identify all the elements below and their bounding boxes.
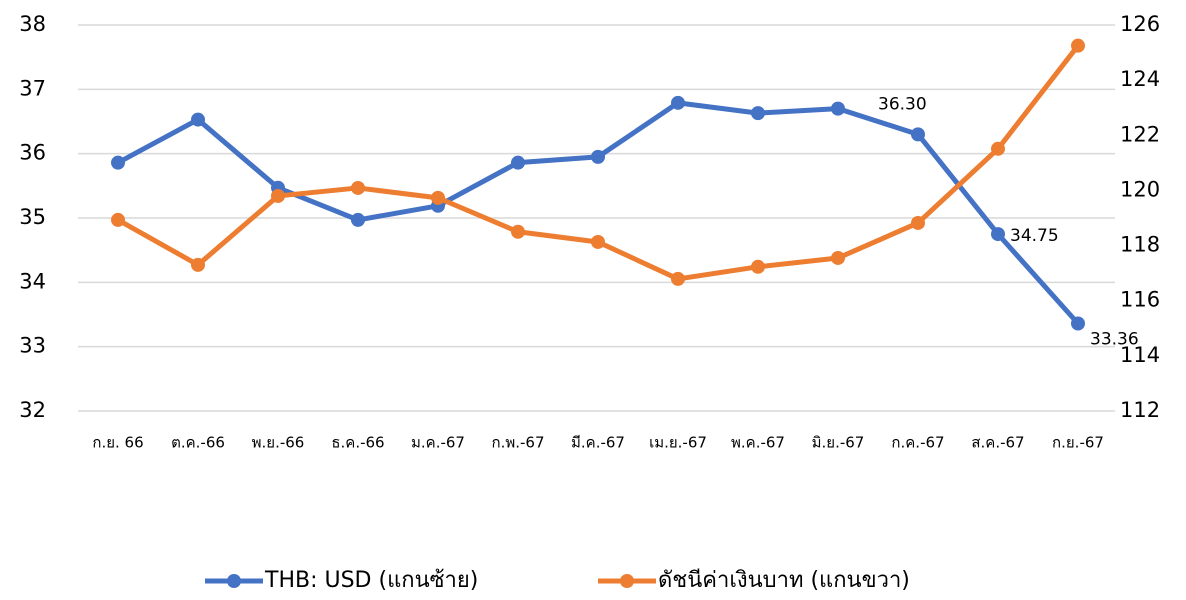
y-tick-label: 36 [19, 141, 46, 165]
point [911, 127, 925, 142]
y-tick-label: 38 [19, 12, 46, 36]
legend-marker [620, 574, 634, 588]
point [191, 257, 205, 272]
point [271, 188, 285, 203]
point [111, 155, 125, 170]
x-tick-label: ธ.ค.-66 [331, 434, 384, 452]
x-tick-label: ก.ย.-67 [1052, 434, 1104, 452]
point [591, 149, 605, 164]
x-tick-label: ก.พ.-67 [491, 434, 544, 452]
point [1071, 38, 1085, 53]
legend-label: THB: USD (แกนซ้าย) [264, 568, 478, 593]
point [511, 224, 525, 239]
y-tick-label: 34 [19, 269, 46, 293]
point [911, 215, 925, 230]
y2-tick-label: 120 [1120, 177, 1160, 201]
y2-tick-label: 124 [1120, 67, 1160, 91]
y2-tick-label: 112 [1120, 398, 1160, 422]
y2-tick-label: 114 [1120, 343, 1160, 367]
point [991, 141, 1005, 156]
x-tick-label: มี.ค.-67 [571, 434, 625, 452]
point [591, 234, 605, 249]
x-tick-label: พ.ย.-66 [252, 434, 305, 452]
y2-tick-label: 126 [1120, 12, 1160, 36]
point [351, 212, 365, 227]
point [831, 250, 845, 265]
y2-tick-label: 122 [1120, 122, 1160, 146]
point [111, 212, 125, 227]
data-label: 36.30 [878, 94, 927, 114]
point [1071, 316, 1085, 331]
point [351, 180, 365, 195]
point [671, 95, 685, 110]
legend-label: ดัชนีค่าเงินบาท (แกนขวา) [658, 568, 910, 593]
data-label: 33.36 [1090, 330, 1139, 350]
point [511, 155, 525, 170]
x-tick-label: มิ.ย.-67 [812, 434, 865, 452]
y-tick-label: 32 [19, 398, 46, 422]
point [671, 271, 685, 286]
series-line [116, 100, 1080, 326]
x-tick-label: ก.ค.-67 [891, 434, 944, 452]
point [191, 112, 205, 127]
x-tick-label: ม.ค.-67 [411, 434, 465, 452]
legend-marker [227, 574, 241, 588]
point [831, 101, 845, 116]
x-tick-label: ก.ย. 66 [92, 434, 143, 452]
point [751, 106, 765, 121]
x-tick-label: ต.ค.-66 [171, 434, 225, 452]
point [991, 227, 1005, 242]
point [751, 259, 765, 274]
x-tick-label: ส.ค.-67 [971, 434, 1024, 452]
x-tick-label: พ.ค.-67 [731, 434, 785, 452]
y-tick-label: 35 [19, 205, 46, 229]
data-label: 34.75 [1010, 226, 1059, 246]
y-tick-label: 33 [19, 334, 46, 358]
point [431, 190, 445, 205]
x-tick-label: เม.ย.-67 [649, 434, 707, 452]
y-tick-label: 37 [19, 76, 46, 100]
y2-tick-label: 118 [1120, 233, 1160, 257]
y2-tick-label: 116 [1120, 288, 1160, 312]
